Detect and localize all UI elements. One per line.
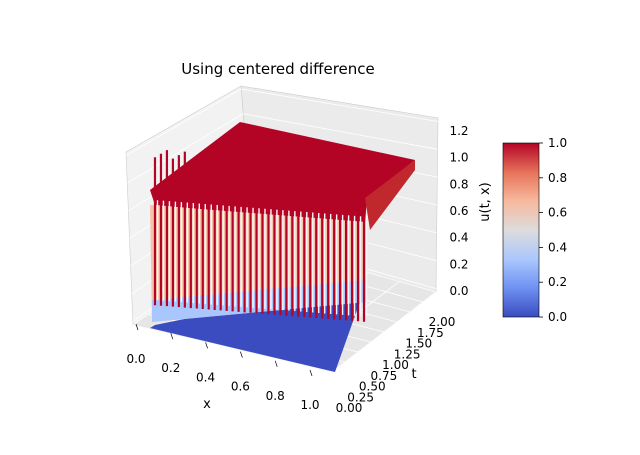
- x-tick-mark: [309, 369, 313, 377]
- oscillation-spikes: [153, 150, 368, 322]
- colorbar-tick-label: 0.8: [548, 171, 567, 185]
- t-tick-label: 1.25: [394, 347, 421, 361]
- colorbar-ticks: 0.0 0.2 0.4 0.6 0.8 1.0: [539, 136, 567, 324]
- grid-line: [132, 324, 333, 373]
- colorbar-gradient: [502, 142, 540, 318]
- surface-top-plateau: [150, 122, 415, 224]
- t-tick-label: 0.00: [336, 401, 363, 415]
- t-axis-ticks: 0.000.250.500.751.001.251.501.752.00: [336, 315, 456, 415]
- t-axis-label: t: [411, 367, 416, 382]
- colorbar-tick-label: 1.0: [548, 136, 567, 150]
- z-tick-label: 1.0: [449, 151, 468, 165]
- t-tick-label: 0.25: [347, 390, 374, 404]
- t-tick-label: 1.75: [417, 326, 444, 340]
- grid-line: [125, 88, 242, 156]
- x-axis-ticks: 0.0 0.2 0.4 0.6 0.8 1.0: [126, 323, 320, 412]
- t-tick-label: 0.50: [359, 380, 386, 394]
- x-tick-mark: [205, 342, 208, 349]
- colorbar: 0.0 0.2 0.4 0.6 0.8 1.0: [502, 136, 567, 324]
- chart-title: Using centered difference: [181, 60, 375, 78]
- t-tick-label: 0.75: [371, 369, 398, 383]
- t-tick-label: 2.00: [429, 315, 456, 329]
- z-tick-label: 0.8: [449, 177, 468, 191]
- x-tick-mark: [274, 360, 278, 367]
- x-axis-label: x: [203, 397, 211, 412]
- x-tick-label: 1.0: [300, 398, 319, 412]
- colorbar-tick-label: 0.2: [548, 275, 567, 289]
- z-tick-label: 1.2: [449, 124, 468, 138]
- colorbar-tick-label: 0.6: [548, 206, 567, 220]
- x-tick-label: 0.8: [266, 389, 285, 403]
- x-tick-mark: [135, 323, 139, 331]
- grid-line: [241, 88, 439, 122]
- t-tick-label: 1.00: [382, 358, 409, 372]
- z-axis-ticks: 0.0 0.2 0.4 0.6 0.8 1.0 1.2: [449, 124, 468, 298]
- surface-right-edge: [365, 160, 415, 230]
- z-tick-label: 0.2: [449, 257, 468, 271]
- z-axis-label: u(t, x): [478, 182, 493, 221]
- x-tick-label: 0.6: [231, 380, 250, 394]
- x-tick-label: 0.2: [161, 361, 180, 375]
- t-tick-label: 1.50: [405, 337, 432, 351]
- z-tick-label: 0.0: [449, 284, 468, 298]
- colorbar-tick-label: 0.0: [548, 310, 567, 324]
- x-tick-label: 0.4: [196, 370, 215, 384]
- x-tick-mark: [170, 333, 174, 340]
- grid-line: [243, 113, 438, 150]
- colorbar-tick-label: 0.4: [548, 240, 567, 254]
- x-tick-mark: [240, 351, 243, 358]
- grid-line: [127, 113, 244, 184]
- z-tick-label: 0.4: [449, 231, 468, 245]
- x-tick-label: 0.0: [126, 352, 145, 366]
- surface: [150, 122, 415, 372]
- z-tick-label: 0.6: [449, 204, 468, 218]
